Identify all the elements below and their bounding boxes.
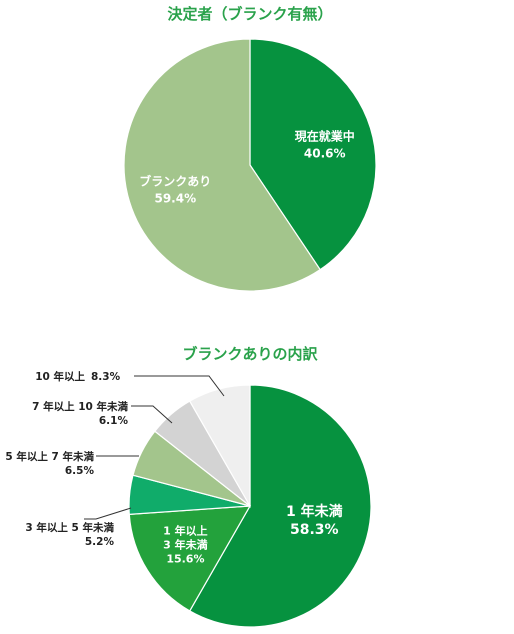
chart-1-slices bbox=[123, 38, 377, 292]
chart-1-slice-1 bbox=[123, 38, 322, 292]
chart-2-title: ブランクありの内訳 bbox=[182, 345, 318, 363]
chart-1-slice-0 bbox=[249, 38, 377, 271]
chart-1-title: 決定者（ブランク有無） bbox=[167, 5, 332, 23]
chart-2-slice-label-0: 1 年未満 bbox=[286, 503, 343, 520]
chart-2-leader-2 bbox=[84, 507, 132, 520]
chart-1-labels: 現在就業中 40.6% ブランクあり 59.4% bbox=[139, 128, 354, 205]
chart-2-slice-value-1: 15.6% bbox=[166, 552, 204, 565]
chart-2-slice-label-1b: 3 年未満 bbox=[163, 537, 207, 551]
chart-1: 決定者（ブランク有無） 現在就業中 40.6% ブランクあり 59.4% bbox=[123, 5, 377, 292]
chart-2-slice-value-3: 6.5% bbox=[65, 465, 95, 477]
chart-2-leader-5 bbox=[134, 375, 225, 397]
chart-2-slices bbox=[128, 384, 372, 628]
chart-2-slice-1 bbox=[128, 505, 252, 612]
chart-2-leader-lines bbox=[84, 375, 225, 520]
chart-2-slice-value-4: 6.1% bbox=[99, 415, 129, 427]
chart-1-slice-label-1: ブランクあり bbox=[139, 174, 211, 189]
chart-2-slice-0 bbox=[188, 384, 372, 628]
chart-1-slice-value-0: 40.6% bbox=[304, 146, 346, 160]
chart-2-slice-value-0: 58.3% bbox=[290, 522, 339, 538]
chart-2-slice-value-5: 8.3% bbox=[91, 371, 121, 383]
chart-1-slice-value-1: 59.4% bbox=[154, 192, 196, 206]
chart-2-slice-label-5: 10 年以上 bbox=[35, 370, 85, 383]
chart-2-slice-label-4: 7 年以上 10 年未満 bbox=[32, 400, 128, 413]
chart-1-slice-label-0: 現在就業中 bbox=[295, 128, 355, 143]
chart-2-leader-4 bbox=[131, 405, 173, 424]
chart-2-slice-label-3: 5 年以上 7 年未満 bbox=[5, 450, 94, 463]
chart-2-slice-value-2: 5.2% bbox=[85, 536, 115, 548]
chart-2-slice-label-2: 3 年以上 5 年未満 bbox=[25, 521, 114, 534]
chart-2-slice-label-1a: 1 年以上 bbox=[163, 523, 207, 537]
